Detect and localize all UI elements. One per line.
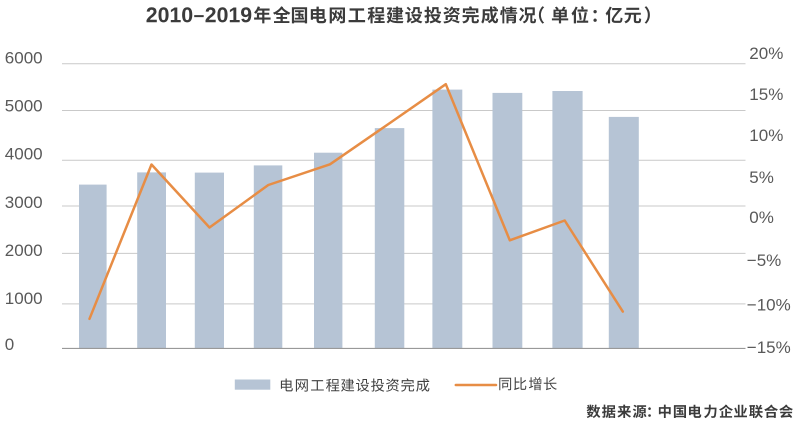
svg-text:5%: 5% [749, 168, 774, 187]
svg-text:10%: 10% [749, 126, 783, 145]
svg-text:6000: 6000 [5, 49, 43, 68]
svg-text:0%: 0% [749, 208, 774, 227]
svg-text:3000: 3000 [5, 193, 43, 212]
svg-text:−5%: −5% [747, 251, 782, 270]
svg-text:4000: 4000 [5, 145, 43, 164]
svg-text:5000: 5000 [5, 97, 43, 116]
svg-text:1000: 1000 [5, 289, 43, 308]
svg-text:0: 0 [5, 335, 14, 354]
svg-text:−10%: −10% [747, 295, 791, 314]
svg-text:−15%: −15% [747, 338, 791, 357]
svg-text:20%: 20% [749, 44, 783, 63]
svg-text:2000: 2000 [5, 241, 43, 260]
svg-text:15%: 15% [749, 85, 783, 104]
